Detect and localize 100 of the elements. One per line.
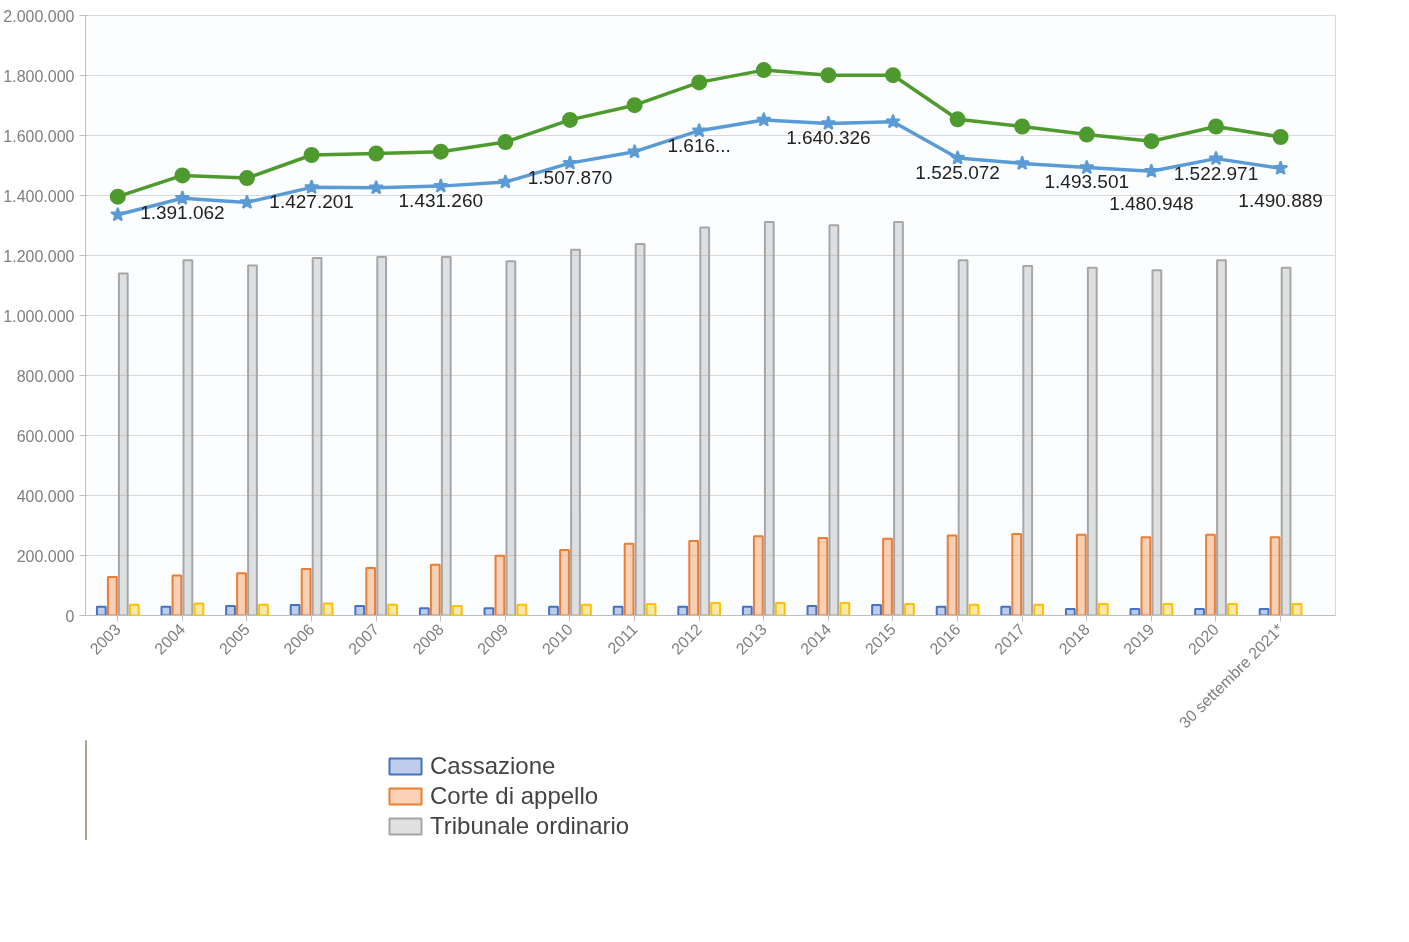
bar [387,603,399,616]
bar [1022,265,1034,616]
bar [418,607,430,616]
bar [548,605,559,616]
point [1014,118,1031,135]
y-tick-label: 1.600.000 [3,127,75,145]
y-tick-label: 400.000 [16,487,75,505]
bar [376,256,388,616]
bar [289,604,301,616]
bar [570,248,581,616]
bar [741,605,753,616]
point [691,122,707,138]
bar [1151,269,1163,616]
bar [1033,603,1045,616]
bar [516,603,528,616]
bar [1162,603,1174,616]
bar [763,220,775,616]
bar [1086,266,1098,616]
bar [193,602,205,616]
bar [688,540,700,616]
bar [171,574,183,616]
bar [300,568,312,616]
bar [1269,536,1281,616]
point [368,179,384,195]
bar [1227,603,1238,616]
data-label: 1.493.501 [1044,171,1130,193]
bar [1205,533,1216,616]
bar [1129,607,1141,616]
data-label: 1.640.326 [786,127,871,149]
point [432,143,449,160]
point [368,145,385,162]
y-tick-label: 1.200.000 [3,247,75,265]
bar [1011,532,1023,616]
bar [893,220,904,616]
y-tick-label: 2.000.000 [3,7,75,25]
point [1078,126,1095,143]
bar [494,554,506,616]
bar [623,542,635,616]
bar [752,535,764,616]
data-label: 1.427.201 [269,191,354,213]
point [1272,160,1289,175]
y-tick-label: 800.000 [16,367,75,385]
point [109,188,126,205]
point [1208,150,1224,166]
data-label: 1.616... [667,134,731,156]
bar [311,256,323,616]
bar [236,572,247,616]
bar [1280,266,1292,616]
bar [634,243,646,616]
point [820,67,837,84]
y-tick-label: 0 [65,607,75,625]
bar [106,576,118,616]
y-tick-label: 200.000 [16,547,75,565]
y-tick-label: 1.000.000 [3,307,75,325]
bar [505,260,517,616]
point [497,134,514,151]
point [1143,163,1160,178]
bar [128,603,140,616]
y-tick-label: 1.400.000 [3,187,75,205]
bar [1216,259,1227,616]
bar [1000,605,1012,616]
bar [828,224,840,616]
bar [182,259,194,616]
bar [451,604,463,616]
bar [483,607,495,616]
point [239,194,255,210]
point [497,174,514,189]
bar [904,603,915,616]
point [885,113,901,129]
point [174,190,191,205]
bar [699,226,711,616]
legend-label: Tribunale ordinario [430,812,630,840]
bar [1064,607,1076,616]
bar [882,537,893,616]
data-label: 1.480.948 [1109,193,1194,215]
point [303,179,320,194]
bar [645,603,657,616]
point [174,167,191,184]
bar [117,272,129,616]
bar [247,264,258,616]
point [1207,118,1224,135]
point [756,111,772,127]
point [949,111,966,128]
bar [1194,607,1205,616]
point [239,170,255,187]
bar [957,259,969,616]
bar [559,549,570,616]
bar [365,567,377,616]
bar [839,601,851,616]
bar [429,563,441,616]
bar [612,605,624,616]
point [1272,129,1289,145]
point [820,115,837,131]
y-tick-label: 600.000 [16,427,75,445]
bar [677,605,689,616]
data-label: 1.431.260 [398,190,484,212]
y-tick-label: 1.800.000 [3,67,75,85]
point [884,67,901,84]
bar [258,603,269,616]
data-label: 1.525.072 [915,161,1000,183]
